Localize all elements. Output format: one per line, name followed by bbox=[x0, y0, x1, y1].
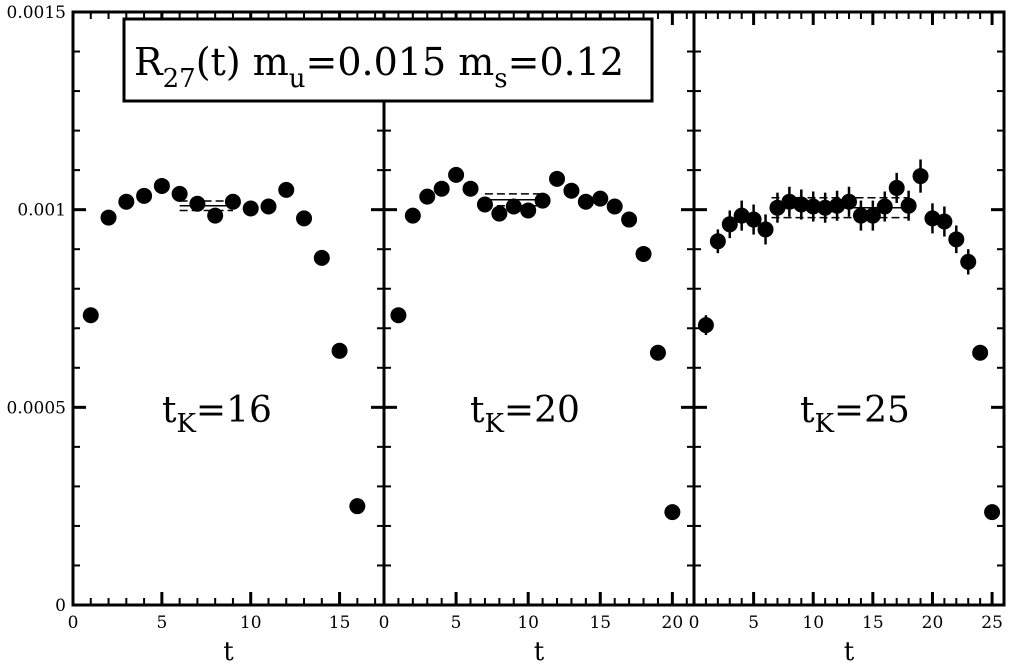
x-tick-label: 20 bbox=[922, 613, 944, 633]
x-tick-label: 15 bbox=[862, 613, 884, 633]
x-tick-label: 10 bbox=[517, 613, 539, 633]
panel-3-data-point bbox=[936, 213, 953, 230]
panel-1-data-point bbox=[207, 207, 224, 224]
panel-2-data-point bbox=[621, 211, 638, 228]
panel-2-data-point bbox=[419, 188, 436, 205]
panel-1-data-point bbox=[136, 187, 153, 204]
panel-3-data-point bbox=[864, 207, 881, 224]
x-tick-label: 15 bbox=[329, 613, 351, 633]
panel-2-data-point bbox=[404, 207, 421, 224]
panel-3-data-point bbox=[781, 193, 798, 210]
panel-3-data-point bbox=[745, 211, 762, 228]
panel-3-data-point bbox=[852, 207, 869, 224]
annotation-panel-1: tK=16 bbox=[162, 390, 272, 439]
x-tick-label: 15 bbox=[589, 613, 611, 633]
panel-3-data-point bbox=[817, 199, 834, 216]
panel-2-data-point bbox=[520, 202, 537, 219]
x-tick-label: 10 bbox=[240, 613, 262, 633]
panel-1-data-point bbox=[349, 498, 366, 515]
panel-3-data-point bbox=[876, 198, 893, 215]
panel-1-data-point bbox=[260, 198, 277, 215]
panel-2-data-point bbox=[433, 180, 450, 197]
panel-3-data-point bbox=[960, 253, 977, 270]
panel-2-data-point bbox=[549, 170, 566, 187]
panel-2-data-point bbox=[505, 198, 522, 215]
y-tick-label: 0.0015 bbox=[7, 3, 66, 23]
panel-3-data-point bbox=[912, 168, 929, 185]
panel-3-data-point bbox=[697, 317, 714, 334]
panel-1-data-point bbox=[153, 177, 170, 194]
panel-1-data-point bbox=[171, 185, 188, 202]
y-tick-label: 0.0005 bbox=[7, 398, 66, 418]
title-frame bbox=[122, 17, 654, 103]
x-tick-label: 20 bbox=[662, 613, 684, 633]
panel-3-data-point bbox=[757, 221, 774, 238]
panel-3-data-point bbox=[841, 193, 857, 210]
panel-3-data-point bbox=[805, 198, 822, 215]
annotation-panel-2: tK=20 bbox=[470, 390, 580, 439]
x-tick-label: 5 bbox=[156, 613, 167, 633]
panel-2-data-point bbox=[649, 344, 666, 361]
panel-1-x-axis-title: t bbox=[223, 637, 234, 663]
panel-1-data-point bbox=[296, 210, 313, 227]
panel-2-data-point bbox=[390, 307, 407, 324]
panel-2-x-axis-title: t bbox=[534, 637, 545, 663]
panel-2-data-point bbox=[448, 166, 465, 183]
panel-3-data-point bbox=[721, 216, 738, 233]
y-tick-label: 0.001 bbox=[17, 201, 66, 221]
panel-1-data-point bbox=[189, 195, 206, 212]
x-tick-label: 25 bbox=[981, 613, 1003, 633]
x-tick-label: 0 bbox=[68, 613, 79, 633]
panel-2-data-point bbox=[462, 180, 479, 197]
chart-marks bbox=[82, 159, 1001, 521]
panel-3-data-point bbox=[888, 179, 905, 196]
panel-2-data-point bbox=[476, 196, 493, 213]
panel-2-data-point bbox=[635, 245, 652, 262]
x-tick-label: 0 bbox=[379, 613, 390, 633]
panel-2-data-point bbox=[577, 193, 594, 210]
panel-1-data-point bbox=[118, 193, 135, 210]
panel-3-data-point bbox=[984, 504, 1001, 521]
panel-2-data-point bbox=[534, 192, 551, 209]
panel-3-data-point bbox=[972, 344, 989, 361]
y-tick-label: 0 bbox=[55, 596, 66, 616]
panel-1-data-point bbox=[331, 342, 348, 359]
panel-frames: 0 0.0005 0.001 0.0015 0 5 10 15 t 0 5 10 15 20 t 0 5 10 15… bbox=[7, 3, 1006, 663]
panel-3-data-point bbox=[948, 231, 965, 248]
panel-1-data-point bbox=[224, 193, 241, 210]
panel-1-data-point bbox=[278, 181, 295, 198]
panel-3-data-point bbox=[769, 199, 786, 216]
panel-2-data-point bbox=[563, 182, 580, 199]
panel-2-data-point bbox=[491, 205, 508, 222]
x-tick-label: 10 bbox=[802, 613, 824, 633]
panel-2-data-point bbox=[592, 190, 609, 207]
chart-title-box: R27(t) mu=0.015 ms=0.12 bbox=[122, 17, 654, 103]
panel-1-data-point bbox=[100, 209, 117, 226]
panel-3-data-point bbox=[709, 233, 726, 250]
annotation-panel-3: tK=25 bbox=[800, 390, 910, 439]
panel-3-data-point bbox=[900, 197, 917, 214]
panel-2-data-point bbox=[664, 504, 681, 521]
panel-annotations: tK=16 tK=20 tK=25 bbox=[162, 390, 910, 439]
chart-title: R27(t) mu=0.015 ms=0.12 bbox=[134, 40, 624, 94]
panel-1-data-point bbox=[313, 249, 330, 266]
panel-1-data-point bbox=[82, 307, 99, 324]
panel-3-x-axis-title: t bbox=[844, 637, 855, 663]
panel-1-data-point bbox=[242, 200, 259, 217]
x-tick-label: 5 bbox=[748, 613, 759, 633]
x-tick-label: 0 bbox=[689, 613, 700, 633]
panel-3-data-point bbox=[793, 196, 810, 213]
panel-3-frame bbox=[692, 10, 1006, 607]
x-tick-label: 5 bbox=[451, 613, 462, 633]
panel-2-data-point bbox=[606, 198, 623, 215]
